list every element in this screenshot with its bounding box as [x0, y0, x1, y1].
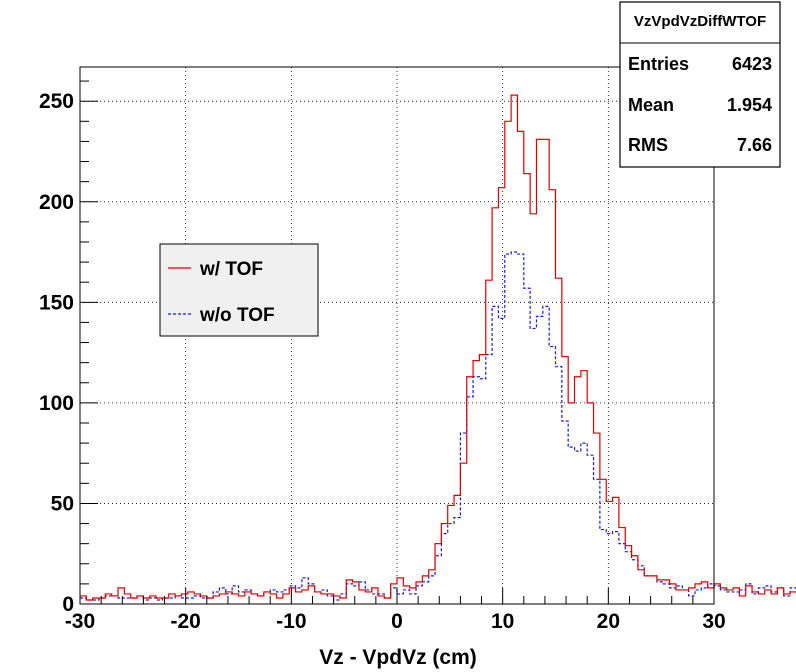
series-with-tof — [80, 94, 796, 601]
stats-rms-label: RMS — [628, 135, 668, 155]
x-tick-label: 0 — [391, 610, 403, 633]
stats-mean-label: Mean — [628, 95, 674, 115]
x-axis-title: Vz - VpdVz (cm) — [319, 646, 477, 669]
axis-ticks — [79, 80, 715, 605]
x-tick-label: 10 — [491, 610, 514, 633]
stats-mean-value: 1.954 — [727, 95, 772, 115]
tick-labels: -30 -20 -10 0 10 20 30 0 50 100 150 200 250 — [39, 90, 726, 633]
stats-entries-value: 6423 — [732, 54, 772, 74]
x-tick-label: 20 — [597, 610, 620, 633]
stats-box: VzVpdVzDiffWTOF Entries 6423 Mean 1.954 … — [619, 1, 781, 168]
legend: w/ TOF w/o TOF — [159, 243, 319, 337]
stats-box-title: VzVpdVzDiffWTOF — [634, 13, 766, 30]
x-tick-label: 30 — [702, 610, 725, 633]
stats-box-frame — [619, 1, 781, 168]
y-tick-label: 100 — [39, 392, 74, 415]
y-tick-label: 250 — [39, 90, 74, 113]
stats-entries-label: Entries — [628, 54, 689, 74]
legend-box — [159, 243, 319, 337]
x-tick-label: -30 — [65, 610, 95, 633]
y-tick-label: 50 — [51, 492, 74, 515]
legend-label-with-tof: w/ TOF — [199, 259, 263, 280]
y-tick-label: 0 — [62, 593, 74, 616]
y-tick-label: 200 — [39, 191, 74, 214]
legend-label-without-tof: w/o TOF — [199, 305, 275, 326]
y-tick-label: 150 — [39, 291, 74, 314]
stats-rms-value: 7.66 — [737, 135, 772, 155]
x-tick-label: -10 — [276, 610, 306, 633]
x-tick-label: -20 — [170, 610, 200, 633]
